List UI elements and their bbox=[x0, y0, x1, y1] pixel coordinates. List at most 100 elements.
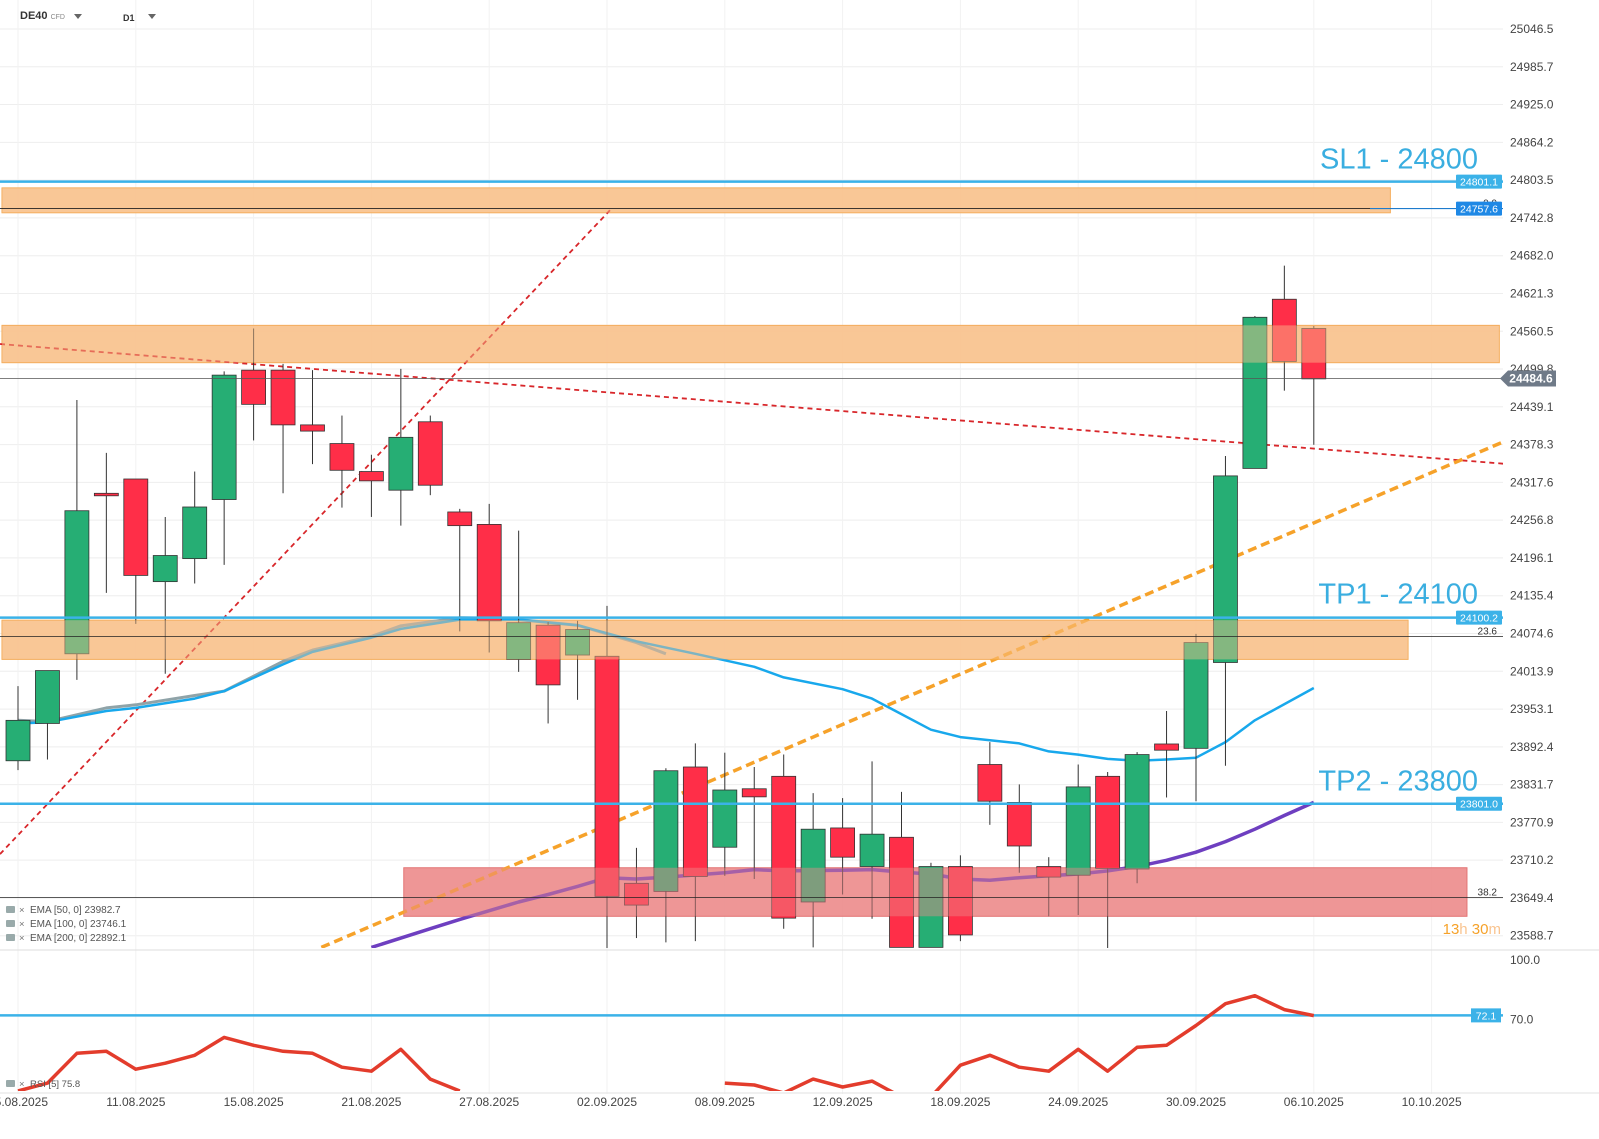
price-tick: 23831.7 bbox=[1510, 778, 1554, 792]
candle[interactable] bbox=[918, 862, 944, 948]
candle[interactable] bbox=[270, 363, 296, 494]
candle-body bbox=[624, 882, 649, 906]
zone-tint bbox=[2, 187, 1391, 213]
candle[interactable] bbox=[64, 400, 90, 680]
candle[interactable] bbox=[653, 768, 679, 943]
candle-body bbox=[594, 655, 620, 897]
candle[interactable] bbox=[889, 791, 914, 948]
candles[interactable] bbox=[2, 187, 1500, 955]
price-tick: 23649.4 bbox=[1510, 891, 1554, 905]
price-tick: 23710.2 bbox=[1510, 853, 1554, 867]
candle-body bbox=[653, 770, 679, 892]
ema-legend-icon bbox=[6, 906, 15, 913]
level-tag-text: 23801.0 bbox=[1460, 799, 1498, 811]
candle[interactable] bbox=[624, 847, 649, 939]
candle-body bbox=[300, 424, 325, 432]
candle-body bbox=[506, 622, 532, 660]
candle-body bbox=[977, 764, 1003, 802]
candle-body bbox=[859, 833, 885, 867]
rsi-level-tag-bg bbox=[1471, 1008, 1501, 1023]
candle-body bbox=[1006, 802, 1032, 847]
candle[interactable] bbox=[1036, 857, 1062, 917]
time-tick: 27.08.2025 bbox=[459, 1095, 519, 1109]
candle[interactable] bbox=[5, 686, 31, 771]
candle[interactable] bbox=[93, 452, 119, 593]
rsi-axis-tick: 70.0 bbox=[1510, 1013, 1534, 1027]
candle[interactable] bbox=[1183, 633, 1209, 802]
blue-level-tag-text: 24757.6 bbox=[1460, 204, 1498, 216]
time-tick: 21.08.2025 bbox=[341, 1095, 401, 1109]
candle[interactable] bbox=[1124, 752, 1150, 884]
candle[interactable] bbox=[771, 754, 797, 929]
level-tag: 24801.1 bbox=[1456, 174, 1502, 189]
candle[interactable] bbox=[241, 328, 267, 441]
candle-body bbox=[1154, 743, 1179, 751]
symbol-caret-icon[interactable] bbox=[74, 14, 82, 19]
level-tag-bg bbox=[1456, 610, 1502, 625]
rsi-panel: 100.0 70.0 72.1 × RSI [5] 75.8 bbox=[0, 953, 1540, 1091]
price-tick: 24985.7 bbox=[1510, 60, 1554, 74]
candle[interactable] bbox=[35, 670, 60, 760]
candle[interactable] bbox=[1154, 711, 1179, 798]
candle[interactable] bbox=[859, 761, 885, 919]
candle-body bbox=[241, 369, 267, 405]
candle[interactable] bbox=[417, 415, 443, 496]
candle[interactable] bbox=[358, 454, 384, 517]
candle[interactable] bbox=[388, 368, 414, 526]
symbol-name: DE40 bbox=[20, 10, 48, 22]
candle[interactable] bbox=[977, 742, 1003, 825]
candle[interactable] bbox=[712, 752, 738, 876]
candle[interactable] bbox=[152, 516, 178, 674]
candle[interactable] bbox=[123, 478, 149, 624]
fib-label: 23.6 bbox=[1478, 626, 1498, 637]
candle[interactable] bbox=[300, 370, 325, 465]
timeframe-selector[interactable]: D1 bbox=[123, 13, 135, 23]
current-price-tag-bg bbox=[1500, 370, 1556, 387]
candle-body bbox=[1242, 316, 1268, 469]
level-tag: 23801.0 bbox=[1456, 796, 1502, 811]
time-tick: 12.09.2025 bbox=[813, 1095, 873, 1109]
candle[interactable] bbox=[1242, 316, 1268, 469]
candle[interactable] bbox=[1065, 764, 1091, 916]
candle-body bbox=[270, 369, 296, 426]
candle[interactable] bbox=[1301, 325, 1327, 445]
candle-body bbox=[1301, 328, 1327, 380]
candle[interactable] bbox=[830, 798, 855, 895]
level-tag-text: 24801.1 bbox=[1460, 177, 1498, 189]
candle[interactable] bbox=[948, 855, 973, 942]
candle[interactable] bbox=[476, 503, 502, 653]
zone-tint-red bbox=[403, 867, 1467, 917]
symbol-selector[interactable]: DE40 CFD bbox=[20, 10, 65, 22]
rsi-line bbox=[17, 1035, 461, 1091]
candle-body bbox=[5, 719, 31, 762]
candle[interactable] bbox=[1271, 265, 1297, 391]
candle[interactable] bbox=[211, 371, 237, 565]
candle[interactable] bbox=[682, 743, 708, 942]
candle[interactable] bbox=[1095, 771, 1121, 955]
candle[interactable] bbox=[1213, 455, 1238, 766]
candle[interactable] bbox=[741, 766, 767, 879]
candle-body bbox=[741, 788, 767, 798]
candle[interactable] bbox=[1006, 784, 1032, 873]
candle[interactable] bbox=[594, 605, 620, 949]
candle-body bbox=[712, 789, 738, 848]
ema-legend-icon bbox=[6, 934, 15, 941]
candle[interactable] bbox=[565, 620, 590, 700]
candle[interactable] bbox=[800, 793, 826, 948]
candle-body bbox=[1036, 866, 1062, 878]
level-annotation: SL1 - 24800 bbox=[1320, 143, 1478, 175]
candle[interactable] bbox=[535, 622, 561, 724]
candle-body bbox=[388, 436, 414, 491]
rsi-legend-label: RSI [5] 75.8 bbox=[30, 1079, 80, 1090]
candle[interactable] bbox=[447, 508, 473, 632]
price-tick: 25046.5 bbox=[1510, 22, 1554, 36]
level-tag-bg bbox=[1456, 174, 1502, 189]
candle[interactable] bbox=[506, 530, 532, 672]
timeframe-caret-icon[interactable] bbox=[148, 14, 156, 19]
candle-body bbox=[535, 624, 561, 686]
red-trend-line bbox=[0, 209, 611, 855]
candle[interactable] bbox=[182, 471, 208, 584]
symbol-suffix: CFD bbox=[50, 14, 65, 21]
candle[interactable] bbox=[329, 415, 355, 508]
